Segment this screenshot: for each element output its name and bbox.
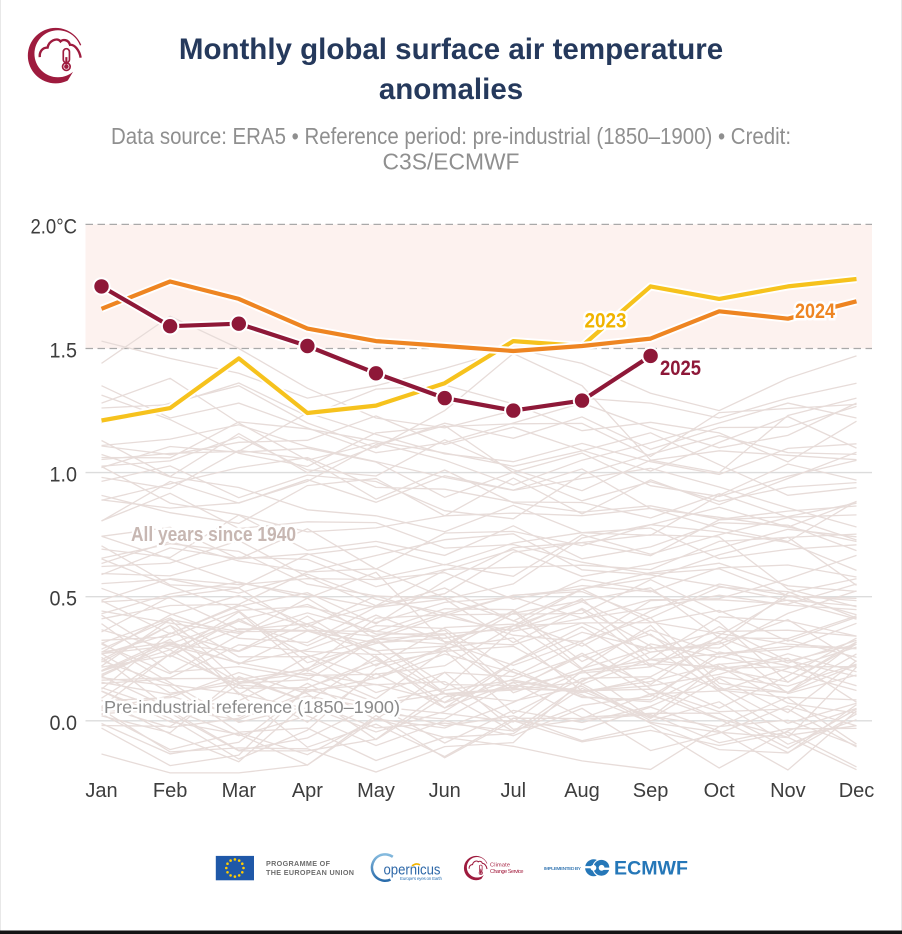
svg-text:2024: 2024 [795, 300, 835, 323]
svg-text:ECMWF: ECMWF [614, 858, 688, 880]
svg-text:Oct: Oct [704, 780, 736, 802]
svg-text:Feb: Feb [153, 780, 187, 802]
svg-text:2.0°C: 2.0°C [31, 215, 78, 238]
svg-text:Aug: Aug [564, 780, 600, 802]
svg-text:Pre-industrial reference (1850: Pre-industrial reference (1850–1900) [104, 697, 400, 717]
svg-text:Climate: Climate [490, 863, 510, 869]
svg-text:Apr: Apr [292, 780, 323, 802]
svg-text:0.5: 0.5 [50, 588, 78, 611]
svg-text:Mar: Mar [222, 780, 257, 802]
svg-text:PROGRAMME OF: PROGRAMME OF [266, 859, 331, 868]
svg-text:0.0: 0.0 [50, 712, 78, 735]
svg-text:C3S/ECMWF: C3S/ECMWF [383, 149, 520, 175]
svg-text:IMPLEMENTED BY: IMPLEMENTED BY [544, 866, 582, 872]
svg-text:Jul: Jul [501, 780, 527, 802]
svg-text:Data source: ERA5 • Reference: Data source: ERA5 • Reference period: pr… [111, 123, 791, 149]
svg-text:Europe’s eyes on Earth: Europe’s eyes on Earth [400, 876, 442, 881]
svg-text:1.5: 1.5 [50, 340, 78, 363]
svg-text:1.0: 1.0 [50, 464, 78, 487]
svg-text:opernicus: opernicus [384, 862, 441, 879]
svg-text:Dec: Dec [839, 780, 875, 802]
svg-text:Nov: Nov [770, 780, 806, 802]
svg-text:anomalies: anomalies [379, 73, 523, 106]
svg-text:Sep: Sep [633, 780, 669, 802]
svg-text:Jan: Jan [85, 780, 117, 802]
svg-text:Change Service: Change Service [490, 869, 524, 875]
svg-text:2023: 2023 [585, 310, 627, 333]
svg-text:Monthly global surface air tem: Monthly global surface air temperature [179, 33, 723, 66]
svg-text:2025: 2025 [660, 357, 701, 380]
svg-text:May: May [357, 780, 395, 802]
svg-text:THE EUROPEAN UNION: THE EUROPEAN UNION [266, 868, 354, 877]
svg-text:Jun: Jun [429, 780, 461, 802]
svg-text:All years since 1940: All years since 1940 [131, 523, 296, 546]
